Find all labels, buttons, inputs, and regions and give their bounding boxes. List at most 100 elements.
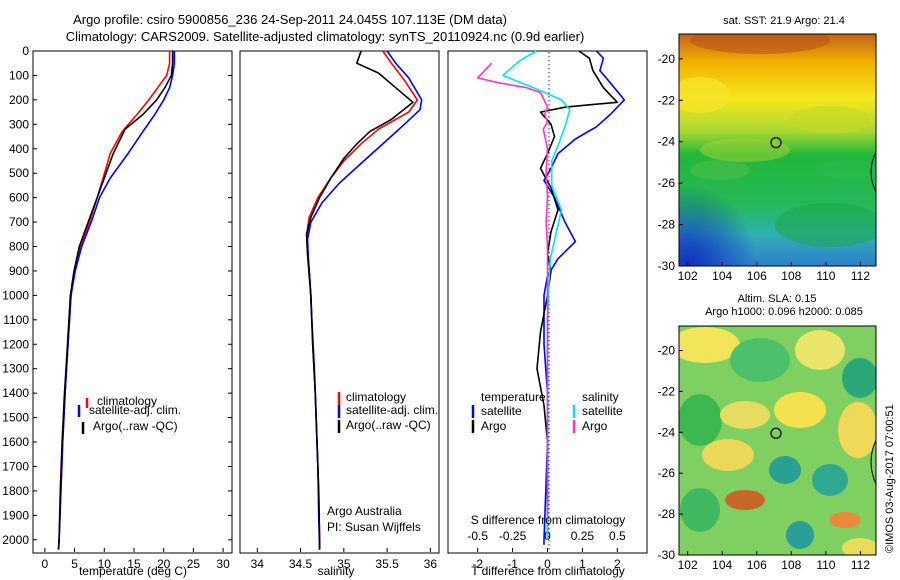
salinity-legend: climatology satellite-adj. clim. Argo(..…: [337, 390, 438, 433]
sla-map-subtitle: Argo h1000: 0.096 h2000: 0.085: [705, 306, 863, 318]
pressure-tick-label: 300: [9, 117, 29, 131]
lat-tick-label: -28: [658, 507, 676, 521]
x-tick-label: 15: [127, 557, 141, 571]
lat-tick-label: -30: [658, 548, 676, 562]
temperature-legend: climatology satellite-adj. clim. Argo(..…: [77, 394, 181, 434]
sst-heatmap-image: [679, 34, 876, 266]
lon-tick-label: 112: [851, 269, 870, 283]
pressure-tick-label: 1900: [2, 508, 29, 522]
lon-tick-label: 104: [712, 558, 732, 572]
legend-label-satellite: satellite-adj. clim.: [89, 403, 181, 417]
pressure-tick-label: 400: [9, 142, 29, 156]
lat-tick-label: -28: [658, 218, 676, 232]
temperature-xlabel: temperature (deg C): [79, 564, 187, 578]
salinity-panel: 34 34.5 35 35.5 36 salinity climatology sate…: [239, 50, 440, 578]
difference-x-axis: -2 -1 0 1 2: [472, 548, 621, 571]
top-tick-label: 0.25: [571, 529, 595, 543]
pressure-tick-label: 1300: [2, 362, 29, 376]
series-line-argo-raw-qc-: [305, 50, 414, 550]
figure-title-line2: Climatology: CARS2009. Satellite-adjuste…: [66, 29, 585, 44]
lon-tick-label: 108: [781, 558, 801, 572]
sla-map-panel: Altim. SLA: 0.15 Argo h1000: 0.096 h2000…: [658, 293, 877, 572]
pressure-tick-label: 100: [9, 68, 29, 82]
legend-label-argo: Argo(..raw -QC): [346, 418, 431, 432]
salinity-frame: [239, 50, 440, 554]
s-difference-axis: -0.5 -0.25 0 0.25 0.5: [467, 529, 626, 543]
salinity-x-axis: 34 34.5 35 35.5 36: [251, 548, 437, 571]
salinity-xlabel: salinity: [318, 564, 355, 578]
top-tick-label: 0.5: [609, 529, 626, 543]
legend-label-satellite: satellite-adj. clim.: [346, 403, 438, 417]
sst-map-title: sat. SST: 21.9 Argo: 21.4: [723, 15, 845, 27]
sst-map-frame: [678, 33, 877, 267]
argo-location-marker: [770, 137, 782, 149]
pressure-tick-label: 1000: [2, 288, 29, 302]
x-tick-label: 34.5: [289, 557, 313, 571]
lon-tick-label: 112: [851, 558, 870, 572]
temperature-frame: [32, 50, 233, 554]
pressure-tick-label: 900: [9, 264, 29, 278]
pi-label: PI: Susan Wijffels: [327, 520, 421, 534]
x-tick-label: 34: [251, 557, 265, 571]
x-tick-label: 35.5: [375, 557, 399, 571]
salinity-series: [305, 50, 423, 550]
legend-title-salinity: salinity: [582, 390, 619, 404]
argo-location-marker: [770, 427, 782, 439]
argo-australia-label: Argo Australia: [327, 504, 402, 518]
pressure-tick-label: 1700: [2, 459, 29, 473]
x-tick-label: 25: [187, 557, 201, 571]
x-tick-label: 1: [579, 557, 586, 571]
pressure-tick-label: 0: [22, 44, 29, 58]
lat-tick-label: -24: [658, 425, 676, 439]
sla-heatmap-image: [679, 326, 876, 555]
lon-tick-label: 102: [678, 558, 698, 572]
x-tick-label: 2: [614, 557, 621, 571]
temperature-panel: 0100200300400500600700800900100011001200…: [2, 44, 647, 578]
x-tick-label: -2: [472, 557, 483, 571]
pressure-tick-label: 1400: [2, 386, 29, 400]
pressure-tick-label: 600: [9, 191, 29, 205]
legend-label-argo: Argo(..raw -QC): [93, 419, 178, 433]
x-tick-label: 0: [544, 557, 551, 571]
lon-tick-label: 110: [816, 558, 835, 572]
legend-label-temp-satellite: satellite: [481, 404, 522, 418]
pressure-tick-label: 800: [9, 240, 29, 254]
top-tick-label: -0.25: [499, 529, 527, 543]
x-tick-label: 35: [337, 557, 351, 571]
top-tick-label: -0.5: [467, 529, 488, 543]
series-line-salinity-argo: [476, 62, 549, 516]
imos-watermark: ©IMOS 03-Aug-2017 07:00:51: [884, 404, 896, 553]
legend-label-sal-satellite: satellite: [582, 404, 623, 418]
lat-tick-label: -30: [658, 259, 676, 273]
lat-tick-label: -20: [658, 52, 676, 66]
lon-tick-label: 110: [816, 269, 835, 283]
lat-tick-label: -26: [658, 466, 676, 480]
x-tick-label: 0: [42, 557, 49, 571]
sla-map-title: Altim. SLA: 0.15: [738, 293, 817, 305]
difference-series: [476, 50, 626, 545]
temperature-x-axis: 0 5 10 15 20 25 30: [42, 548, 230, 571]
pressure-tick-label: 500: [9, 166, 29, 180]
sst-map-panel: sat. SST: 21.9 Argo: 21.4 102 104 106 108 11…: [658, 15, 877, 283]
sst-map-axes: 102 104 106 108 110 112 -20 -22 -24 -26 -28 -30: [658, 52, 871, 283]
pressure-tick-label: 2000: [2, 533, 29, 547]
x-tick-label: -1: [507, 557, 518, 571]
lat-tick-label: -22: [658, 384, 676, 398]
lon-tick-label: 106: [747, 558, 767, 572]
difference-legend: temperature satellite Argo salinity sate…: [471, 390, 623, 433]
lat-tick-label: -24: [658, 135, 676, 149]
pressure-tick-label: 1500: [2, 411, 29, 425]
difference-panel: -2 -1 0 1 2 -0.5 -0.25 0 0.25 0.5 S difference f…: [447, 50, 648, 578]
x-tick-label: 5: [71, 557, 78, 571]
x-tick-label: 10: [98, 557, 112, 571]
sla-map-arc: [870, 439, 877, 485]
temperature-series: [57, 51, 176, 550]
legend-label-sal-argo: Argo: [582, 419, 608, 433]
lat-tick-label: -26: [658, 176, 676, 190]
pressure-tick-label: 200: [9, 93, 29, 107]
legend-label-temp-argo: Argo: [481, 419, 507, 433]
t-difference-xlabel: T difference from climatology: [471, 564, 625, 578]
pressure-tick-label: 1800: [2, 484, 29, 498]
